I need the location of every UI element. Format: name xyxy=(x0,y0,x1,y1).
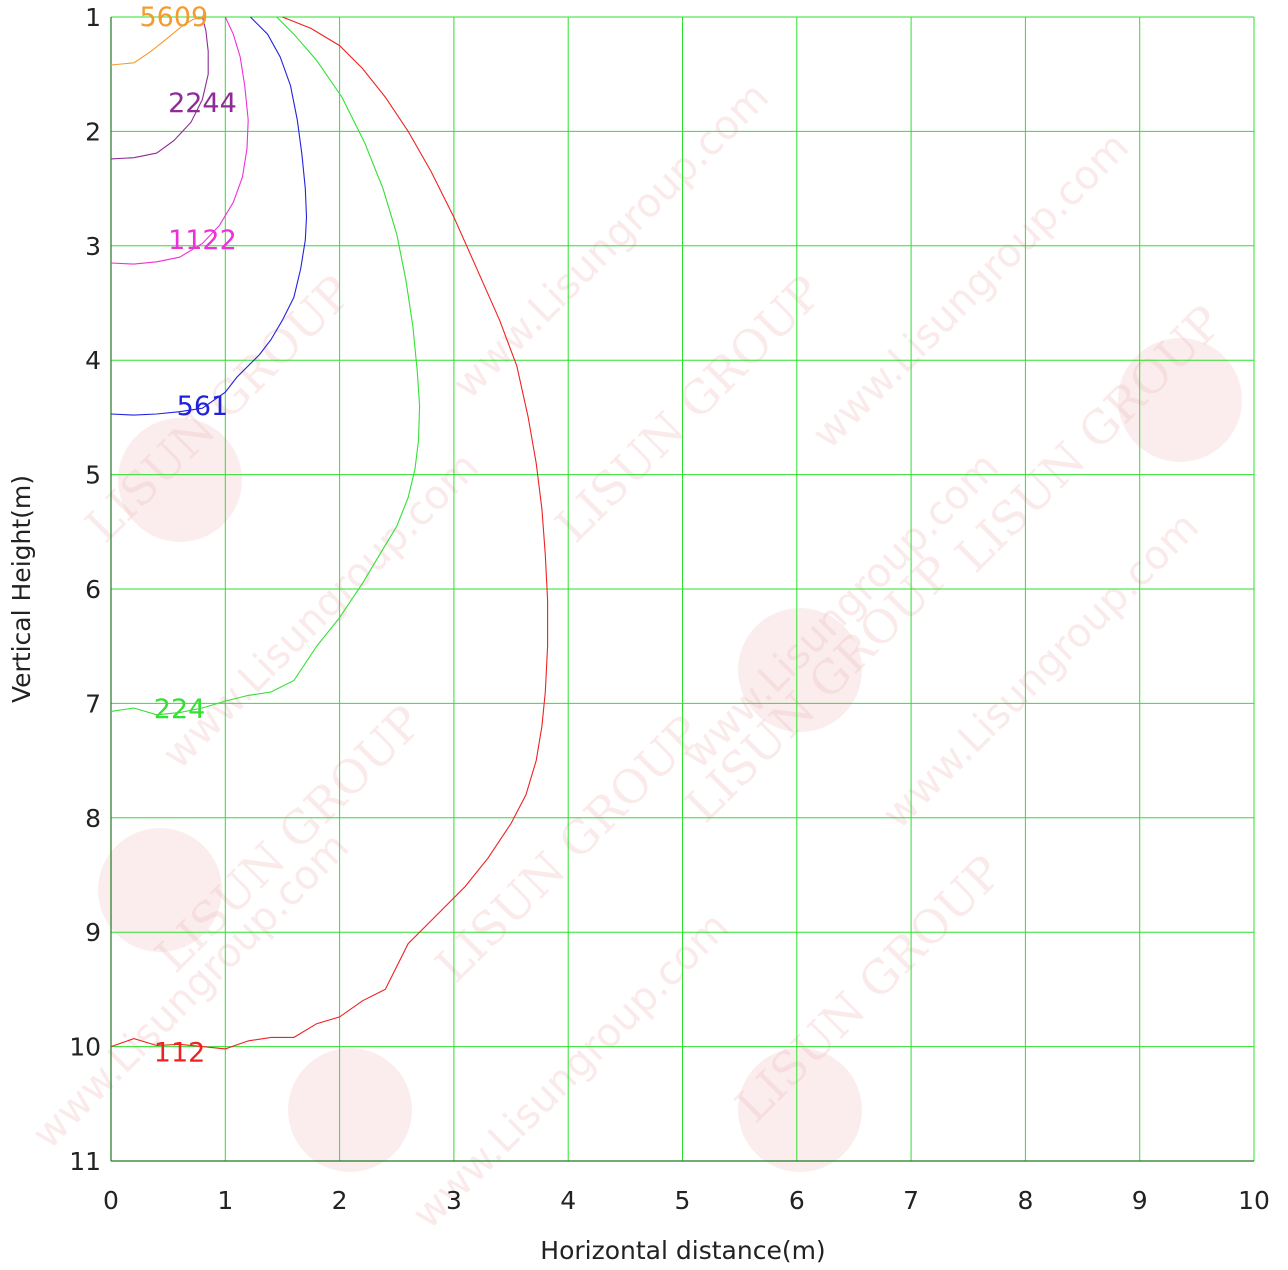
tick-label-layer: 0 1 2 3 4 5 6 7 8 9 10 1 2 3 4 5 6 7 8 9 10 11 xyxy=(69,3,1270,1215)
y-tick-label: 10 xyxy=(69,1033,101,1062)
x-tick-label: 8 xyxy=(1017,1186,1033,1215)
watermark-brand: LISUN GROUP xyxy=(545,265,833,553)
x-tick-label: 2 xyxy=(332,1186,348,1215)
y-axis-title: Vertical Height(m) xyxy=(7,475,36,703)
y-tick-label: 1 xyxy=(85,3,101,32)
watermark-logo-icon xyxy=(738,608,862,732)
y-tick-label: 9 xyxy=(85,918,101,947)
y-tick-label: 6 xyxy=(85,575,101,604)
watermark-brand: LISUN GROUP xyxy=(725,845,1013,1133)
x-axis-title: Horizontal distance(m) xyxy=(540,1236,825,1265)
x-tick-label: 7 xyxy=(903,1186,919,1215)
x-tick-label: 3 xyxy=(446,1186,462,1215)
contour-line-224 xyxy=(110,16,421,716)
contour-label-224: 224 xyxy=(154,694,206,725)
y-tick-label: 11 xyxy=(69,1147,101,1176)
watermark-logo-icon xyxy=(1118,338,1242,462)
contour-label-1122: 1122 xyxy=(168,225,237,256)
contour-line-5609 xyxy=(110,16,203,66)
grid-layer xyxy=(110,16,1255,1162)
y-tick-label: 7 xyxy=(85,689,101,718)
x-tick-label: 1 xyxy=(217,1186,233,1215)
x-tick-label: 0 xyxy=(103,1186,119,1215)
contour-line-1122 xyxy=(110,16,249,265)
y-tick-label: 5 xyxy=(85,461,101,490)
contour-label-layer: 5609 2244 1122 561 224 112 xyxy=(140,2,237,1068)
contour-label-2244: 2244 xyxy=(168,88,237,119)
x-tick-label: 10 xyxy=(1238,1186,1270,1215)
y-tick-label: 8 xyxy=(85,804,101,833)
contour-line-2244 xyxy=(110,16,209,160)
watermark-logo-icon xyxy=(98,828,222,952)
watermark-logo-icon xyxy=(118,418,242,542)
contour-label-5609: 5609 xyxy=(140,2,209,33)
contour-line-112 xyxy=(110,16,549,1050)
watermark-logo-icon xyxy=(288,1048,412,1172)
x-tick-label: 5 xyxy=(675,1186,691,1215)
y-tick-label: 4 xyxy=(85,346,101,375)
x-tick-label: 6 xyxy=(789,1186,805,1215)
y-tick-label: 3 xyxy=(85,232,101,261)
contour-line-561 xyxy=(110,16,308,416)
contour-label-112: 112 xyxy=(154,1037,206,1068)
contour-series-layer xyxy=(110,16,549,1050)
watermark-logo-icon xyxy=(738,1048,862,1172)
contour-label-561: 561 xyxy=(177,391,229,422)
x-tick-label: 9 xyxy=(1132,1186,1148,1215)
y-tick-label: 2 xyxy=(85,117,101,146)
x-tick-label: 4 xyxy=(560,1186,576,1215)
